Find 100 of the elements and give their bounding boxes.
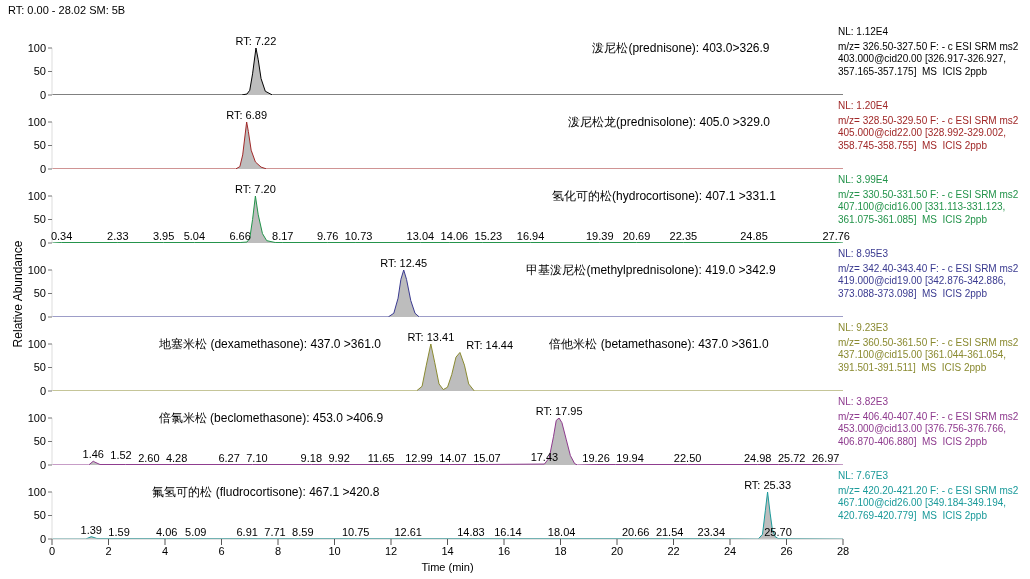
annotation: RT: 13.41 [407,331,455,343]
y-tick-label: 0 [39,532,46,545]
annotation: 20.69 [622,229,651,242]
annotation: RT: 6.89 [226,109,268,121]
annotation: 420.769-420.779] MS ICIS 2ppb [838,509,988,522]
annotation: 24.98 [743,451,772,464]
annotation: 19.26 [582,451,610,464]
y-tick-label: 100 [27,411,46,424]
annotation: 373.088-373.098] MS ICIS 2ppb [838,287,988,300]
annotation: 2.60 [138,451,160,464]
annotation: 地塞米松 (dexamethasone): 437.0 >361.0 [158,337,382,351]
annotation: 11.65 [367,451,395,464]
annotation: m/z= 328.50-329.50 F: - c ESI SRM ms2 [838,114,1019,127]
annotation: 15.07 [473,451,501,464]
x-tick-label: 8 [274,544,282,557]
annotation: m/z= 406.40-407.40 F: - c ESI SRM ms2 [838,410,1019,423]
annotation: 22.35 [669,229,698,242]
annotation: 0.34 [50,229,73,242]
y-tick-label: 50 [33,65,46,78]
y-tick-label: 100 [27,337,46,350]
y-tick-label: 0 [39,236,46,249]
annotation: 407.100@cid16.00 [331.113-331.123, [838,201,1007,214]
annotation: 12.99 [405,451,433,464]
annotation: 10.75 [341,525,370,538]
annotation: 357.165-357.175] MS ICIS 2ppb [838,65,988,78]
annotation: 19.94 [616,451,644,464]
annotation: 4.06 [155,525,178,538]
x-tick-label: 14 [441,544,454,557]
annotation: 10.73 [344,229,373,242]
text: NL: 9.23E3 [838,322,890,335]
annotation: RT: 14.44 [466,339,514,352]
x-tick-label: 2 [105,544,112,557]
x-axis-title: Time (min) [421,561,474,573]
annotation: 25.72 [777,451,806,464]
annotation: 12.61 [394,525,422,538]
annotation: 氢化可的松(hydrocortisone): 407.1 >331.1 [552,189,777,203]
annotation: RT: 25.33 [744,479,792,491]
annotation: 4.28 [165,451,188,464]
y-tick-label: 100 [27,485,46,498]
annotation: 419.000@cid19.00 [342.876-342.886, [838,275,1008,288]
annotation: 406.870-406.880] MS ICIS 2ppb [838,435,988,448]
y-tick-label: 100 [27,41,46,54]
annotation: 361.075-361.085] MS ICIS 2ppb [838,213,988,226]
text: NL: 1.12E4 [838,26,890,39]
annotation: 1.52 [110,449,132,462]
x-tick-label: 4 [161,544,169,557]
annotation: 7.71 [264,525,286,538]
annotation: 2.33 [107,229,129,242]
annotation: 14.06 [440,229,469,242]
annotation: 17.43 [530,451,559,464]
annotation: 16.94 [516,229,545,242]
annotation: 18.04 [547,525,576,538]
y-tick-label: 0 [39,88,46,101]
y-axis-title: Relative Abundance [11,240,25,347]
annotation: 21.54 [655,525,684,538]
y-tick-label: 50 [33,435,46,448]
y-tick-label: 0 [39,162,46,175]
annotation: 27.76 [822,229,850,242]
y-tick-label: 50 [33,139,46,152]
annotation: 19.39 [586,229,614,242]
chart-title: RT: 0.00 - 28.02 SM: 5B [8,4,126,16]
annotation: RT: 7.22 [235,35,277,47]
y-tick-label: 50 [33,509,46,522]
annotation: 9.76 [317,229,339,242]
annotation: 5.04 [183,229,206,242]
y-tick-label: 100 [27,263,46,276]
x-tick-label: 26 [780,544,793,557]
y-tick-label: 0 [39,310,46,323]
y-tick-label: 100 [27,189,46,202]
annotation: 1.46 [82,448,104,461]
annotation: m/z= 342.40-343.40 F: - c ESI SRM ms2 [838,262,1019,275]
annotation: 13.04 [406,229,435,242]
annotation: 358.745-358.755] MS ICIS 2ppb [838,139,988,152]
annotation: 15.23 [474,229,503,242]
annotation: 405.000@cid22.00 [328.992-329.002, [838,127,1008,140]
y-tick-label: 50 [33,213,46,226]
y-tick-label: 50 [33,287,46,300]
annotation: 7.10 [246,451,268,464]
annotation: 氟氢可的松 (fludrocortisone): 467.1 >420.8 [152,485,380,499]
annotation: 23.34 [697,525,726,538]
x-tick-label: 18 [554,544,567,557]
annotation: 403.000@cid20.00 [326.917-326.927, [838,53,1008,66]
y-tick-label: 0 [39,458,46,471]
text: NL: 8.95E3 [838,248,890,261]
annotation: 8.17 [272,229,294,242]
x-tick-label: 28 [836,544,850,557]
annotation: 453.000@cid13.00 [376.756-376.766, [838,423,1008,436]
annotation: 14.07 [439,451,467,464]
annotation: 甲基泼尼松(methylprednisolone): 419.0 >342.9 [526,263,776,277]
annotation: 24.85 [740,229,768,242]
annotation: 1.59 [108,525,130,538]
text: NL: 1.20E4 [838,100,890,113]
annotation: RT: 12.45 [380,257,428,269]
x-tick-label: 24 [723,544,737,557]
annotation: 泼尼松(prednisone): 403.0>326.9 [592,41,770,55]
y-tick-label: 100 [27,115,46,128]
x-tick-label: 22 [667,544,680,557]
annotation: 20.66 [621,525,650,538]
annotation: 16.14 [494,525,522,538]
annotation: 9.18 [300,451,323,464]
